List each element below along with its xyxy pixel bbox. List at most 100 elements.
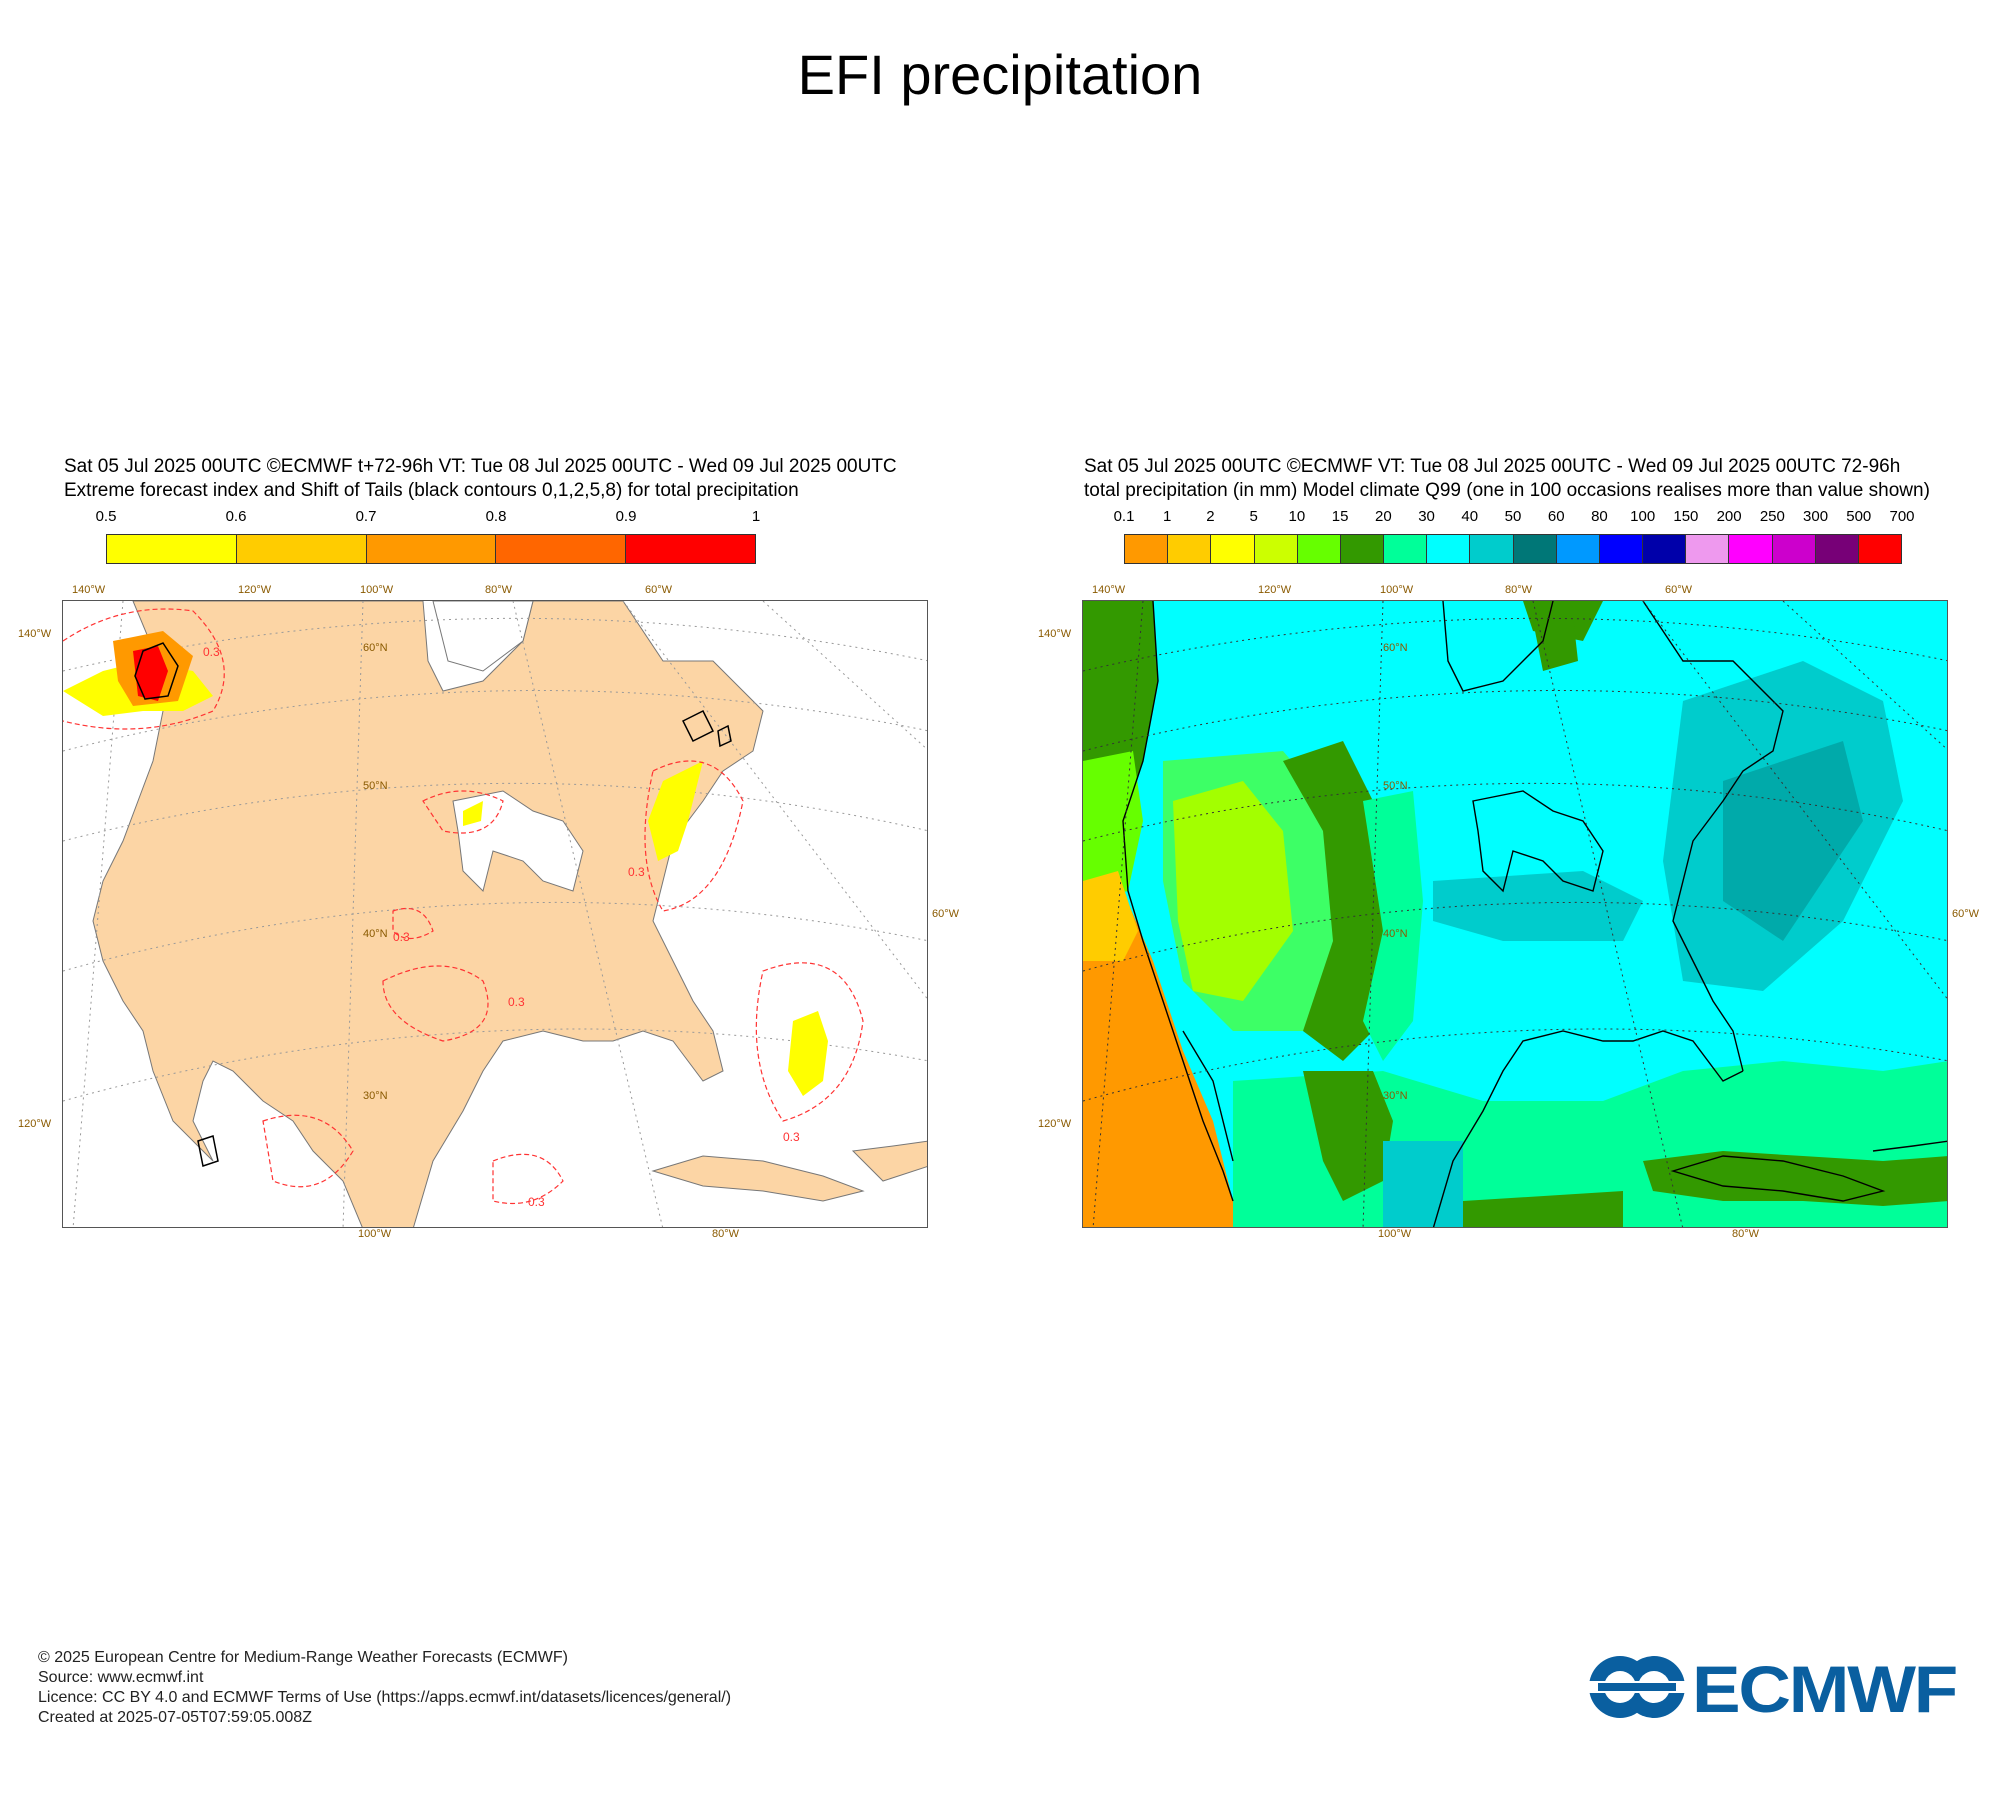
q99-colorbar-label: 20: [1374, 508, 1392, 525]
efi-contour-label: 0.3: [393, 930, 410, 944]
lat-label: 40°N: [363, 928, 388, 940]
q99-map: [1082, 600, 1948, 1228]
axis-label-bottom: 80°W: [712, 1228, 740, 1240]
q99-colorbar-label: 10: [1288, 508, 1306, 525]
lat-label: 60°N: [1383, 642, 1408, 654]
q99-colorbar-segment: [1427, 535, 1471, 563]
efi-colorbar-segment: [236, 535, 367, 563]
q99-colorbar-label: 0.1: [1113, 508, 1135, 525]
axis-label-top: 80°W: [485, 584, 513, 596]
q99-colorbar-segment: [1168, 535, 1212, 563]
q99-header-line1: Sat 05 Jul 2025 00UTC ©ECMWF VT: Tue 08 …: [1084, 456, 1901, 477]
efi-colorbar-label: 0.5: [95, 508, 117, 525]
ecmwf-logo-mark: [1588, 1656, 1686, 1718]
efi-header-line1: Sat 05 Jul 2025 00UTC ©ECMWF t+72-96h VT…: [64, 456, 897, 477]
q99-colorbar-label: 40: [1461, 508, 1479, 525]
q99-colorbar-segment: [1470, 535, 1514, 563]
efi-area-yellow-greatlakes: [463, 801, 483, 826]
efi-map: 0.3 0.3 0.3 0.3 0.3 0.3: [62, 600, 928, 1228]
q99-colorbar-label: 300: [1803, 508, 1829, 525]
axis-label-left: 140°W: [18, 628, 52, 640]
land-north-america: [92, 601, 764, 1227]
axis-label-top: 120°W: [1258, 584, 1292, 596]
efi-area-yellow-atlantic: [788, 1011, 828, 1096]
q99-map-panel: Sat 05 Jul 2025 00UTC ©ECMWF VT: Tue 08 …: [1038, 450, 1979, 1250]
great-lakes: [452, 790, 584, 892]
efi-contour-label: 0.3: [203, 645, 220, 659]
efi-colorbar: [106, 534, 756, 564]
q99-colorbar-segment: [1340, 535, 1385, 563]
q99-area-darkteal-atlantic: [1723, 741, 1863, 941]
lat-label: 30°N: [1383, 1090, 1408, 1102]
efi-area-red-west: [133, 646, 168, 701]
q99-colorbar-label: 30: [1418, 508, 1435, 525]
q99-colorbar-label: 50: [1504, 508, 1522, 525]
axis-label-left: 140°W: [1038, 628, 1072, 640]
footer-licence: Licence: CC BY 4.0 and ECMWF Terms of Us…: [38, 1689, 732, 1706]
q99-colorbar-segment: [1384, 535, 1428, 563]
efi-area-yellow-northeast: [648, 761, 703, 861]
q99-colorbar-labels: 0.1 1 2 5 10 15 20 30 40 50 60 80 100 150 200 250 300 500…: [1114, 508, 1915, 528]
q99-colorbar-segment: [1125, 535, 1169, 563]
efi-colorbar-segment: [107, 535, 237, 563]
efi-map-panel: Sat 05 Jul 2025 00UTC ©ECMWF t+72-96h VT…: [18, 450, 959, 1250]
q99-colorbar-segment: [1556, 535, 1600, 563]
q99-colorbar-label: 150: [1673, 508, 1699, 525]
q99-colorbar-segment: [1513, 535, 1557, 563]
q99-area-darkgreen-caribbean: [1643, 1151, 1947, 1206]
q99-colorbar-segment: [1858, 535, 1902, 563]
axis-label-top: 120°W: [238, 584, 272, 596]
q99-colorbar-segment: [1729, 535, 1773, 563]
efi-contour-label: 0.3: [508, 995, 525, 1009]
hudson-bay: [432, 601, 534, 672]
axis-label-top: 140°W: [1092, 584, 1126, 596]
efi-colorbar-label: 0.6: [225, 508, 247, 525]
q99-colorbar-segment: [1686, 535, 1730, 563]
q99-colorbar-segment: [1599, 535, 1644, 563]
q99-colorbar-label: 100: [1630, 508, 1656, 525]
q99-area-teal-east: [1433, 871, 1643, 941]
efi-contour-label: 0.3: [628, 865, 645, 879]
page-title: EFI precipitation: [797, 43, 1203, 106]
q99-header-line2: total precipitation (in mm) Model climat…: [1084, 480, 1930, 501]
efi-colorbar-label: 0.8: [485, 508, 507, 525]
footer-source: Source: www.ecmwf.int: [38, 1669, 204, 1686]
q99-colorbar-segment: [1815, 535, 1859, 563]
axis-label-top: 100°W: [360, 584, 394, 596]
axis-label-left: 120°W: [18, 1118, 52, 1130]
q99-area-darkgreen-central-america: [1463, 1191, 1623, 1227]
q99-area-yellow-pacific: [1083, 871, 1138, 961]
q99-colorbar-segment: [1254, 535, 1298, 563]
q99-colorbar-label: 700: [1889, 508, 1915, 525]
q99-colorbar-segment: [1297, 535, 1341, 563]
land-hispaniola: [851, 1140, 927, 1182]
q99-colorbar-label: 15: [1331, 508, 1349, 525]
axis-label-top: 80°W: [1505, 584, 1533, 596]
q99-colorbar: [1124, 534, 1902, 564]
efi-colorbar-segment: [496, 535, 627, 563]
efi-colorbar-segment: [626, 535, 755, 563]
footer-created: Created at 2025-07-05T07:59:05.008Z: [38, 1709, 312, 1726]
q99-area-lightgreen-pacific: [1083, 751, 1143, 901]
lat-label: 40°N: [1383, 928, 1408, 940]
q99-colorbar-label: 200: [1716, 508, 1742, 525]
lat-label: 60°N: [363, 642, 388, 654]
land-caribbean: [651, 1155, 865, 1202]
q99-area-orange-pacific: [1083, 891, 1233, 1227]
q99-colorbar-label: 80: [1591, 508, 1608, 525]
axis-label-right: 60°W: [932, 908, 960, 920]
q99-colorbar-label: 5: [1249, 508, 1258, 525]
q99-area-green-west: [1163, 751, 1353, 1031]
axis-label-top: 100°W: [1380, 584, 1414, 596]
axis-label-bottom: 100°W: [1378, 1228, 1412, 1240]
efi-colorbar-segment: [366, 535, 497, 563]
q99-area-springgreen-plains: [1363, 791, 1423, 1061]
q99-colorbar-segment: [1643, 535, 1687, 563]
axis-label-top: 60°W: [645, 584, 673, 596]
q99-colorbar-segment: [1211, 535, 1255, 563]
q99-colorbar-label: 2: [1206, 508, 1215, 525]
efi-colorbar-label: 0.9: [615, 508, 637, 525]
q99-map-graphic: [1083, 601, 1947, 1227]
q99-area-darkgreen-mexico: [1303, 1071, 1393, 1201]
footer-copyright: © 2025 European Centre for Medium-Range …: [38, 1649, 568, 1666]
